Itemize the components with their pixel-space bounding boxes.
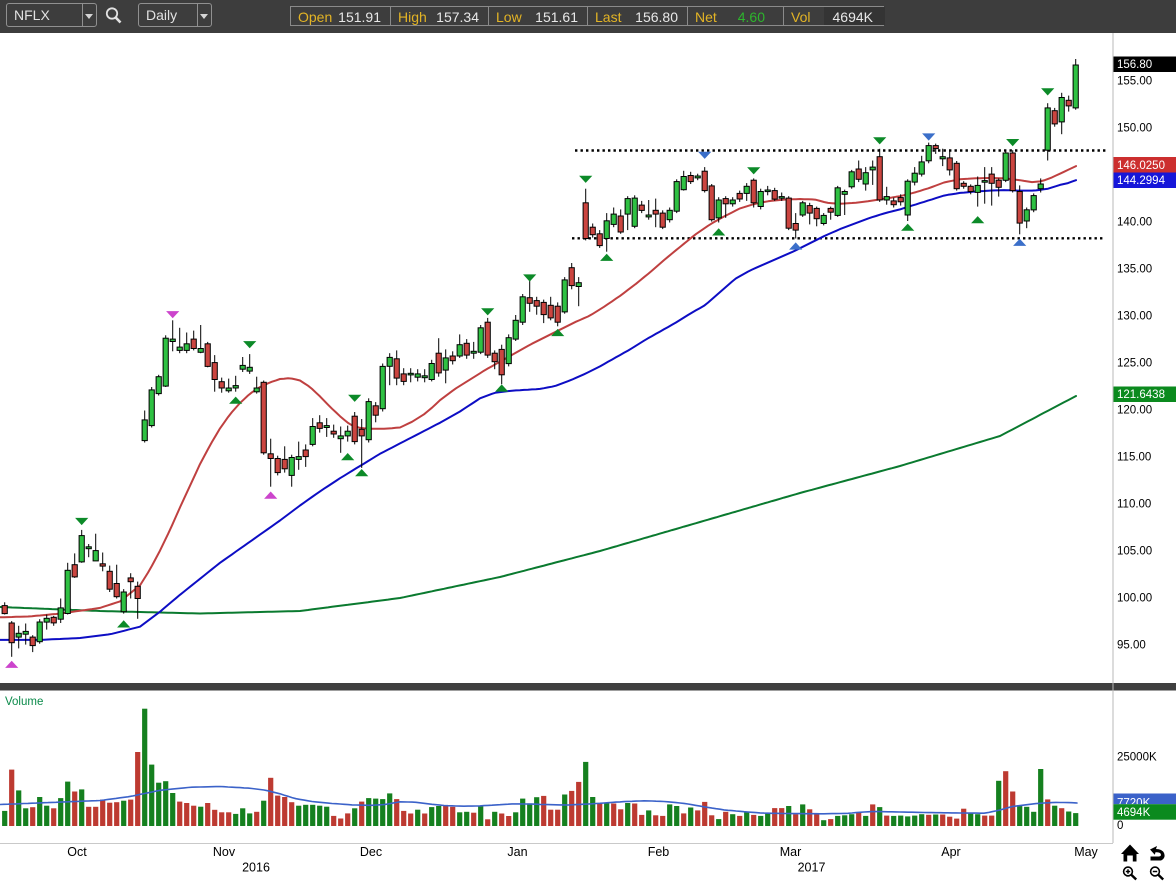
svg-text:135.00: 135.00 — [1117, 264, 1152, 276]
svg-text:95.00: 95.00 — [1117, 640, 1146, 652]
svg-text:Volume: Volume — [5, 696, 43, 708]
svg-text:Nov: Nov — [213, 845, 236, 859]
svg-text:2017: 2017 — [798, 861, 826, 875]
svg-text:2016: 2016 — [242, 861, 270, 875]
svg-text:Dec: Dec — [360, 845, 382, 859]
svg-text:Jan: Jan — [507, 845, 527, 859]
svg-text:Apr: Apr — [941, 845, 960, 859]
svg-text:7720K: 7720K — [1117, 798, 1151, 810]
svg-text:May: May — [1074, 845, 1098, 859]
svg-text:144.2994: 144.2994 — [1117, 175, 1166, 187]
svg-text:4694K: 4694K — [1117, 807, 1151, 819]
svg-text:120.00: 120.00 — [1117, 405, 1152, 417]
svg-text:130.00: 130.00 — [1117, 311, 1152, 323]
svg-text:Feb: Feb — [648, 845, 670, 859]
svg-text:110.00: 110.00 — [1117, 499, 1151, 511]
svg-text:Mar: Mar — [780, 845, 802, 859]
svg-text:100.00: 100.00 — [1117, 593, 1152, 605]
svg-text:146.0250: 146.0250 — [1117, 160, 1165, 172]
svg-text:156.80: 156.80 — [1117, 59, 1152, 71]
svg-text:Oct: Oct — [67, 845, 87, 859]
svg-text:121.6438: 121.6438 — [1117, 389, 1165, 401]
svg-text:140.00: 140.00 — [1117, 217, 1152, 229]
svg-text:115.00: 115.00 — [1117, 452, 1151, 464]
svg-text:105.00: 105.00 — [1117, 546, 1152, 558]
svg-text:0: 0 — [1117, 820, 1123, 832]
svg-text:155.00: 155.00 — [1117, 76, 1152, 88]
svg-text:150.00: 150.00 — [1117, 123, 1152, 135]
svg-text:25000K: 25000K — [1117, 752, 1157, 764]
svg-text:125.00: 125.00 — [1117, 358, 1152, 370]
